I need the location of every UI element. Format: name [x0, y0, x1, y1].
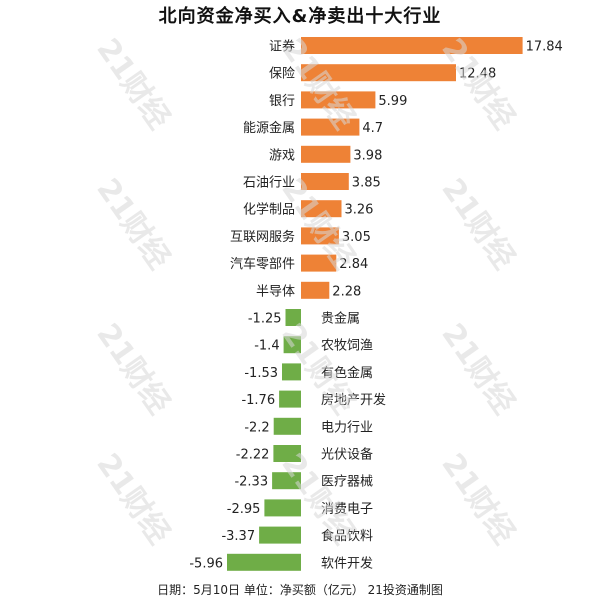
value-label-14: -2.2 [244, 420, 269, 435]
bar-4 [301, 145, 351, 163]
value-label-16: -2.33 [234, 475, 268, 490]
category-label-3: 能源金属 [243, 120, 295, 136]
category-label-16: 医疗器械 [321, 475, 373, 490]
value-label-10: -1.25 [248, 312, 282, 327]
bar-16 [272, 472, 301, 490]
bar-15 [273, 445, 301, 462]
value-label-15: -2.22 [236, 448, 270, 463]
bar-12 [282, 363, 301, 381]
chart-title: 北向资金净买入&净卖出十大行业 [158, 6, 442, 27]
bar-1 [301, 64, 456, 82]
bar-3 [301, 118, 360, 136]
category-label-12: 有色金属 [321, 365, 373, 381]
category-label-9: 半导体 [256, 284, 295, 299]
chart-footer: 日期：5月10日 单位：净买额（亿元） 21投资通制图 [157, 583, 443, 597]
value-label-19: -5.96 [189, 556, 223, 571]
value-label-11: -1.4 [254, 339, 279, 354]
value-label-4: 3.98 [353, 148, 382, 163]
category-label-10: 贵金属 [321, 311, 360, 327]
bar-7 [301, 227, 339, 245]
bar-5 [301, 173, 349, 190]
value-label-7: 3.05 [342, 230, 371, 245]
category-label-8: 汽车零部件 [230, 256, 295, 272]
category-label-5: 石油行业 [243, 176, 295, 191]
bar-17 [264, 499, 301, 517]
bar-0 [301, 37, 523, 54]
value-label-17: -2.95 [227, 502, 261, 517]
value-label-5: 3.85 [352, 176, 381, 191]
value-label-8: 2.84 [339, 257, 368, 272]
category-label-1: 保险 [269, 67, 295, 82]
value-label-13: -1.76 [241, 393, 275, 408]
category-label-2: 银行 [269, 94, 295, 109]
category-label-17: 消费电子 [321, 502, 373, 517]
value-label-3: 4.7 [362, 121, 383, 136]
category-label-0: 证券 [269, 39, 295, 55]
bar-2 [301, 91, 376, 109]
value-label-2: 5.99 [378, 94, 407, 109]
bar-9 [301, 281, 330, 299]
category-label-19: 软件开发 [321, 555, 373, 571]
bar-10 [285, 309, 301, 326]
bar-11 [283, 336, 301, 354]
bar-8 [301, 254, 337, 272]
value-label-9: 2.28 [332, 284, 361, 299]
bar-18 [259, 526, 301, 544]
category-label-14: 电力行业 [321, 420, 373, 435]
category-label-6: 化学制品 [243, 202, 295, 218]
value-label-12: -1.53 [244, 366, 278, 381]
category-label-15: 光伏设备 [321, 447, 373, 463]
value-label-0: 17.84 [526, 40, 563, 55]
category-label-18: 食品饮料 [321, 528, 373, 544]
bar-19 [227, 553, 301, 571]
value-label-18: -3.37 [221, 529, 255, 544]
bar-14 [273, 417, 301, 435]
bar-13 [279, 390, 301, 408]
category-label-13: 房地产开发 [321, 392, 386, 408]
value-label-6: 3.26 [345, 203, 374, 218]
value-label-1: 12.48 [459, 67, 496, 82]
category-label-11: 农牧饲渔 [321, 339, 373, 354]
category-label-4: 游戏 [269, 148, 295, 163]
bar-6 [301, 200, 342, 218]
category-label-7: 互联网服务 [230, 229, 295, 245]
